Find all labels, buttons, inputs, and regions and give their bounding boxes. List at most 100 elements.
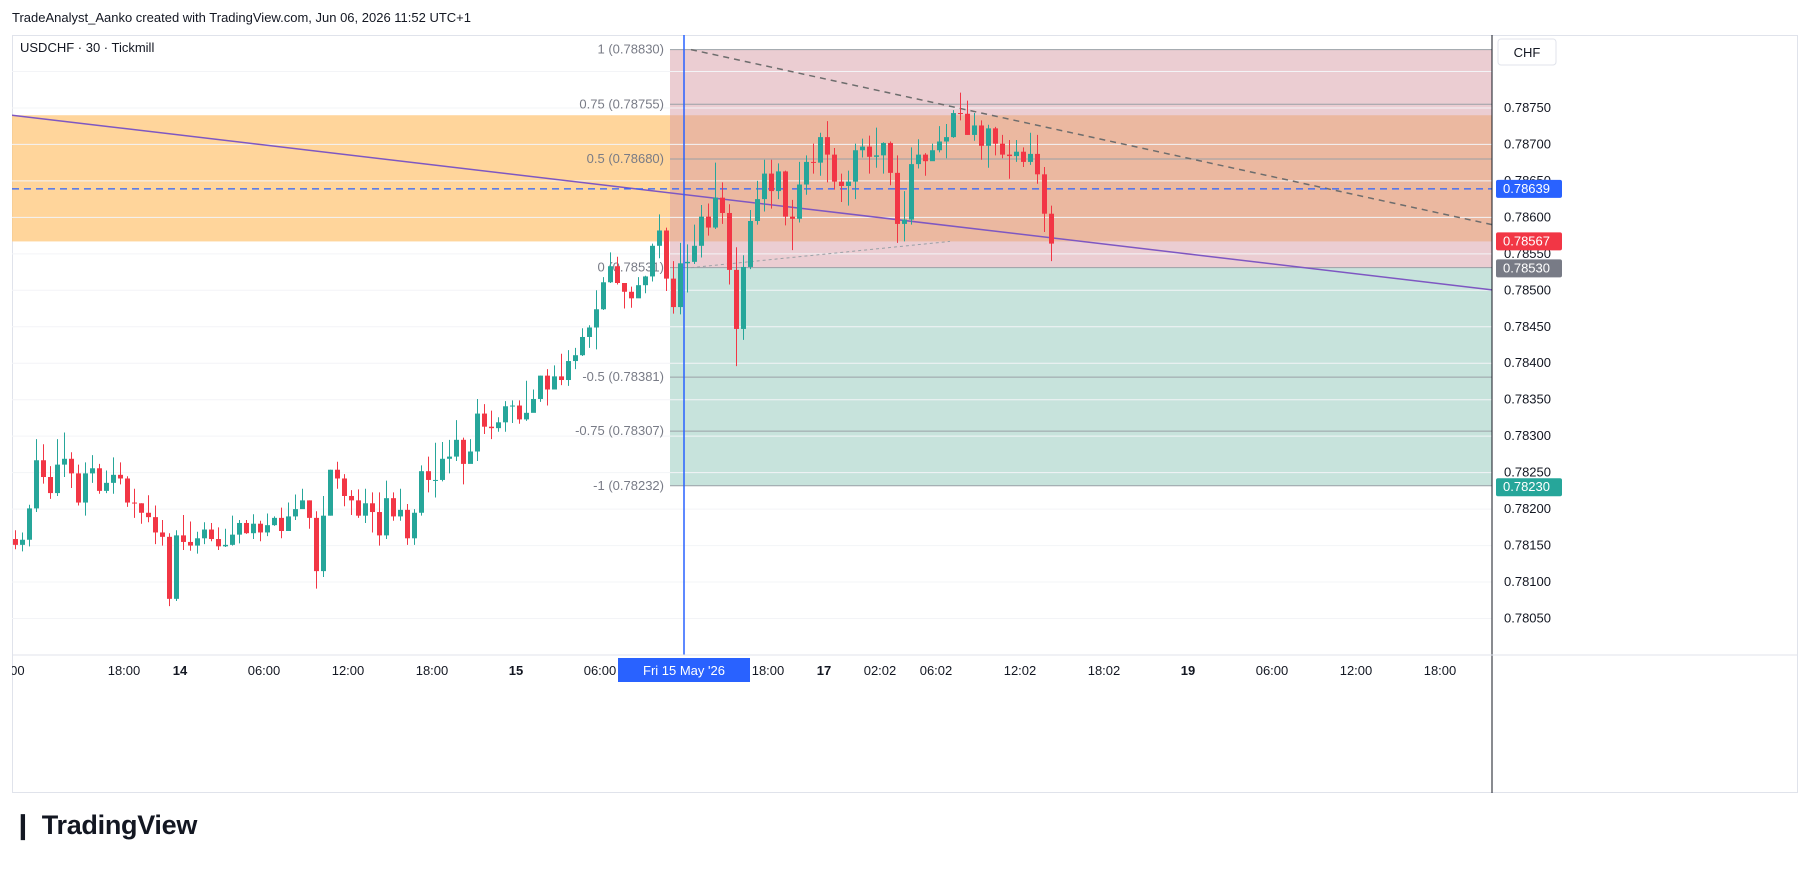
candle[interactable] bbox=[370, 492, 375, 533]
candle[interactable] bbox=[307, 500, 312, 529]
candle[interactable] bbox=[426, 456, 431, 493]
candle[interactable] bbox=[818, 132, 823, 176]
candle[interactable] bbox=[524, 380, 529, 421]
candle[interactable] bbox=[734, 247, 739, 367]
candle[interactable] bbox=[580, 328, 585, 356]
candle[interactable] bbox=[475, 398, 480, 461]
candle[interactable] bbox=[762, 159, 767, 212]
candle[interactable] bbox=[111, 457, 116, 494]
candle[interactable] bbox=[552, 365, 557, 390]
candle[interactable] bbox=[853, 143, 858, 200]
candle[interactable] bbox=[629, 286, 634, 308]
candle[interactable] bbox=[706, 203, 711, 236]
candle[interactable] bbox=[881, 142, 886, 174]
candle[interactable] bbox=[342, 474, 347, 507]
candle[interactable] bbox=[720, 182, 725, 224]
candle[interactable] bbox=[573, 347, 578, 370]
candle[interactable] bbox=[993, 126, 998, 156]
candle[interactable] bbox=[321, 495, 326, 577]
candle[interactable] bbox=[1042, 167, 1047, 232]
candle[interactable] bbox=[741, 255, 746, 340]
candle[interactable] bbox=[279, 507, 284, 539]
candle[interactable] bbox=[503, 401, 508, 432]
candle[interactable] bbox=[615, 256, 620, 285]
candle[interactable] bbox=[48, 466, 53, 499]
candle[interactable] bbox=[846, 170, 851, 206]
candle[interactable] bbox=[13, 530, 18, 550]
candle[interactable] bbox=[195, 531, 200, 554]
candle[interactable] bbox=[41, 444, 46, 484]
candle[interactable] bbox=[895, 155, 900, 243]
candle[interactable] bbox=[685, 244, 690, 293]
candle[interactable] bbox=[860, 138, 865, 158]
candle[interactable] bbox=[104, 470, 109, 494]
candle[interactable] bbox=[489, 410, 494, 440]
candle[interactable] bbox=[496, 417, 501, 432]
currency-box[interactable] bbox=[1497, 38, 1557, 66]
candle[interactable] bbox=[286, 502, 291, 531]
candle[interactable] bbox=[713, 162, 718, 230]
candle[interactable] bbox=[909, 147, 914, 225]
candle[interactable] bbox=[482, 404, 487, 434]
candle[interactable] bbox=[951, 110, 956, 138]
candle[interactable] bbox=[356, 489, 361, 518]
candle[interactable] bbox=[902, 191, 907, 242]
candle[interactable] bbox=[608, 252, 613, 283]
candle[interactable] bbox=[566, 350, 571, 386]
candle[interactable] bbox=[377, 492, 382, 546]
candle[interactable] bbox=[776, 163, 781, 200]
candle[interactable] bbox=[657, 214, 662, 259]
candle[interactable] bbox=[538, 375, 543, 402]
candle[interactable] bbox=[132, 488, 137, 518]
candle[interactable] bbox=[139, 503, 144, 524]
candle[interactable] bbox=[790, 199, 795, 251]
candle[interactable] bbox=[461, 437, 466, 485]
candle[interactable] bbox=[398, 488, 403, 521]
candle[interactable] bbox=[1035, 134, 1040, 184]
candle[interactable] bbox=[314, 511, 319, 589]
candle[interactable] bbox=[958, 92, 963, 121]
candle[interactable] bbox=[230, 515, 235, 546]
candle[interactable] bbox=[433, 442, 438, 498]
candle[interactable] bbox=[412, 509, 417, 545]
candle[interactable] bbox=[1000, 134, 1005, 159]
candle[interactable] bbox=[447, 439, 452, 474]
candle[interactable] bbox=[594, 290, 599, 350]
candle[interactable] bbox=[832, 148, 837, 190]
candle[interactable] bbox=[769, 159, 774, 209]
candle[interactable] bbox=[146, 495, 151, 523]
candle[interactable] bbox=[727, 204, 732, 285]
candle[interactable] bbox=[300, 488, 305, 510]
candle[interactable] bbox=[811, 143, 816, 174]
candle[interactable] bbox=[216, 527, 221, 550]
candle[interactable] bbox=[454, 420, 459, 461]
candle[interactable] bbox=[202, 522, 207, 545]
candle[interactable] bbox=[167, 533, 172, 607]
candle[interactable] bbox=[174, 530, 179, 602]
candle[interactable] bbox=[1049, 205, 1054, 262]
candle[interactable] bbox=[965, 100, 970, 135]
candle[interactable] bbox=[797, 161, 802, 223]
candle[interactable] bbox=[272, 516, 277, 526]
candle[interactable] bbox=[804, 155, 809, 195]
candle[interactable] bbox=[90, 455, 95, 483]
candle[interactable] bbox=[34, 439, 39, 513]
candle[interactable] bbox=[62, 432, 67, 478]
candle[interactable] bbox=[328, 469, 333, 516]
candle[interactable] bbox=[755, 180, 760, 225]
candle[interactable] bbox=[1028, 132, 1033, 165]
candle[interactable] bbox=[923, 153, 928, 176]
candle[interactable] bbox=[251, 514, 256, 540]
candle[interactable] bbox=[699, 204, 704, 258]
candle[interactable] bbox=[650, 243, 655, 282]
candle[interactable] bbox=[20, 532, 25, 552]
candle[interactable] bbox=[349, 490, 354, 515]
candle[interactable] bbox=[517, 400, 522, 424]
candle[interactable] bbox=[531, 389, 536, 413]
candle[interactable] bbox=[153, 505, 158, 545]
candle[interactable] bbox=[825, 121, 830, 183]
candle[interactable] bbox=[867, 135, 872, 174]
candle[interactable] bbox=[265, 513, 270, 537]
candle[interactable] bbox=[118, 462, 123, 485]
candle[interactable] bbox=[559, 353, 564, 386]
